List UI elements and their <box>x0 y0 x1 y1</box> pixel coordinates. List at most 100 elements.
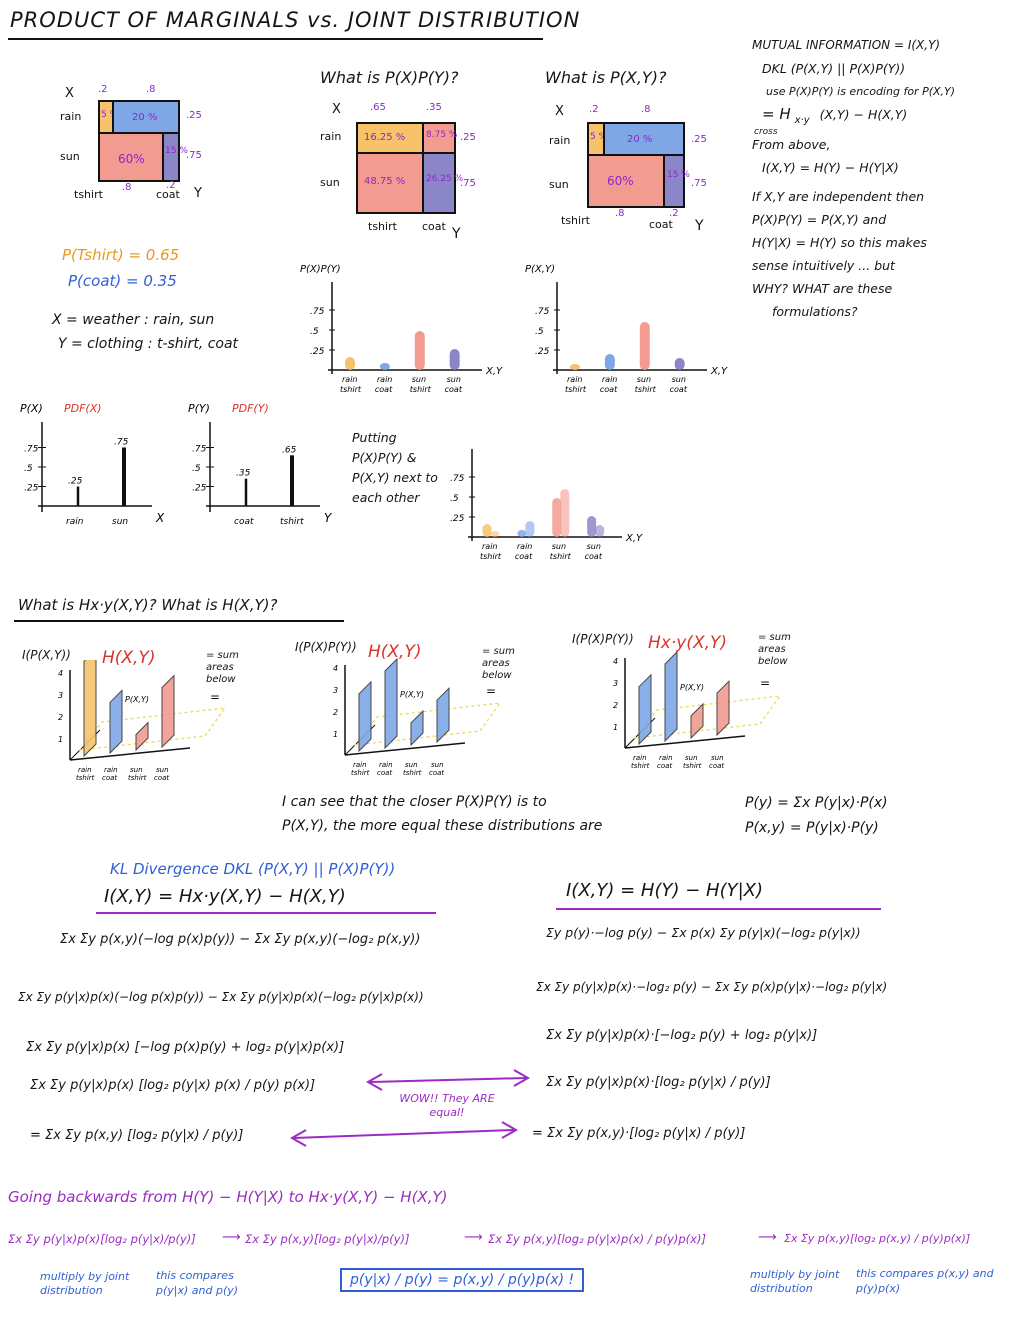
pxpy-category-label: tshirt <box>340 385 362 394</box>
hp1-ytick-label: 1 <box>58 735 63 744</box>
mosaic-2-cell-sun-tshirt: 48.75 % <box>356 152 424 214</box>
mosaic-1-tshirt: tshirt <box>74 188 103 201</box>
both-category-label: sun <box>552 542 566 551</box>
mi-line-11: WHY? WHAT are these <box>752 281 893 296</box>
h-panel-1-title: H(X,Y) <box>102 648 156 668</box>
hp2-base-plane <box>353 702 502 746</box>
py-value-label: .35 <box>236 469 251 479</box>
title-underline <box>8 38 543 40</box>
hp2-category-label: sun <box>431 761 444 769</box>
mi-line-3: use P(X)P(Y) is encoding for P(X,Y) <box>766 85 956 98</box>
right-line-4: Σx Σy p(y|x)p(x)·[log₂ p(y|x) / p(y)] <box>546 1075 771 1090</box>
chart-joint-distribution: P(X,Y).25.5.75raintshirtraincoatsuntshir… <box>525 264 728 394</box>
pxy-bar-0-1 <box>604 354 615 370</box>
hp3-x-axis <box>624 735 746 749</box>
hp3-ytick-label: 1 <box>613 723 618 732</box>
mi-line-2: DKL (P(X,Y) || P(X)P(Y)) <box>762 61 906 76</box>
mosaic-3-top-b: .8 <box>641 104 651 115</box>
mosaic-1-cell-sun-coat: 15 % <box>162 132 188 182</box>
mosaic-3-rain: rain <box>549 134 571 147</box>
hp3-category-label: sun <box>685 754 698 762</box>
hp1-category-label: rain <box>78 766 92 774</box>
section-2-heading: What is Hx·y(X,Y)? What is H(X,Y)? <box>18 596 278 614</box>
both-xlabel: X,Y <box>625 533 643 544</box>
py-title: P(Y) <box>188 402 210 415</box>
px-xlabel: X <box>155 511 165 525</box>
hp2-category-label: tshirt <box>351 769 370 777</box>
hp2-ytick-label: 4 <box>333 664 338 673</box>
hp1-category-label: sun <box>130 766 143 774</box>
both-bar-0-3 <box>587 516 597 537</box>
section-2-underline <box>14 620 344 622</box>
mosaic-1-p-sun: .75 <box>186 150 202 161</box>
mi-line-7: If X,Y are independent then <box>752 189 925 204</box>
pxpy-bar-0-0 <box>345 357 355 370</box>
pxy-category-label: tshirt <box>565 385 587 394</box>
pxpy-ytick-label: .5 <box>310 327 319 337</box>
hp1-category-label: tshirt <box>76 774 95 782</box>
right-line-3: Σx Σy p(y|x)p(x)·[−log₂ p(y) + log₂ p(y|… <box>546 1028 818 1043</box>
py-ytick-label: .75 <box>192 445 207 455</box>
observation-line-1: I can see that the closer P(X)P(Y) is to <box>282 794 547 810</box>
backwards-arrow-3: ⟶ <box>758 1230 777 1245</box>
x-definition: X = weather : rain, sun <box>52 312 215 328</box>
left-line-5: = Σx Σy p(x,y) [log₂ p(y|x) / p(y)] <box>30 1128 244 1143</box>
px-title: P(X) <box>20 402 43 415</box>
py-category-label: coat <box>234 517 254 527</box>
pxpy-category-label: rain <box>342 375 357 384</box>
both-ytick-label: .75 <box>450 474 465 484</box>
hp3-category-label: rain <box>633 754 647 762</box>
mosaic-2-top-b: .35 <box>426 102 442 113</box>
lower-arrow-left-head <box>290 1129 307 1147</box>
mosaic-1-sun: sun <box>60 150 80 163</box>
hp2-pxy-label: P(X,Y) <box>400 690 424 699</box>
px-value-label: .25 <box>68 477 83 487</box>
mosaic-1: X .2 .8 5 % 20 % 60% 15 % rain sun .25 .… <box>60 82 210 202</box>
pxpy-category-label: rain <box>377 375 392 384</box>
hp3-category-label: coat <box>709 762 724 770</box>
pxy-category-label: rain <box>602 375 617 384</box>
chart-p-x: P(X) PDF(X) .25 .5 .75 .25 rain .75 sun X <box>20 402 165 527</box>
pxy-bar-0-0 <box>570 364 580 370</box>
hp2-category-label: sun <box>405 761 418 769</box>
hp1-bar-0 <box>83 660 97 758</box>
mosaic-2-cell-rain-coat: 8.75 % <box>422 122 457 154</box>
upper-arrow-left-head <box>365 1073 383 1091</box>
pxy-category-label: rain <box>567 375 582 384</box>
mosaic-2-x-label: X <box>332 102 341 117</box>
pxy-ytick-label: .25 <box>535 347 550 357</box>
h-panel-2-title: H(X,Y) <box>368 642 422 662</box>
hp1-bar-1 <box>109 689 123 755</box>
mosaic-2-top-a: .65 <box>370 102 386 113</box>
hp1-ytick-label: 2 <box>58 713 63 722</box>
pxy-category-label: sun <box>637 375 651 384</box>
mi-line-4: = H x·y (X,Y) − H(X,Y) cross <box>754 105 908 137</box>
mi-line-10: sense intuitively ... but <box>752 258 895 273</box>
left-line-1: Σx Σy p(x,y)(−log p(x)p(y)) − Σx Σy p(x,… <box>60 932 421 947</box>
left-head-underline <box>96 912 436 914</box>
mosaic-1-rain: rain <box>60 110 82 123</box>
h-panel-3-sum-note: = sum areas below <box>758 632 791 667</box>
both-bar-1-1 <box>525 521 535 537</box>
pxy-category-label: tshirt <box>635 385 657 394</box>
mosaic-2-tshirt: tshirt <box>368 220 397 233</box>
hp3-bar-0 <box>638 673 652 746</box>
hp3-pxy-label: P(X,Y) <box>680 683 704 692</box>
hp3-base-plane <box>633 695 782 739</box>
mosaic-3-cell-rain-coat: 20 % <box>603 122 685 156</box>
h-panel-2-ylabel: I(P(X)P(Y)) <box>295 640 357 654</box>
both-category-label: tshirt <box>480 552 502 561</box>
left-line-3: Σx Σy p(y|x)p(x) [−log p(x)p(y) + log₂ p… <box>26 1040 345 1055</box>
chart-side-by-side: .25.5.75raintshirtraincoatsuntshirtsunco… <box>450 449 643 561</box>
px-category-label: sun <box>112 517 128 527</box>
entropy-panel-3: 4321P(X,Y)raintshirtraincoatsuntshirtsun… <box>613 650 782 770</box>
mosaic-2-coat: coat <box>422 220 446 233</box>
mosaic-3-top-a: .2 <box>589 104 599 115</box>
both-bar-0-1 <box>517 530 527 537</box>
mosaic-1-p-rain: .25 <box>186 110 202 121</box>
entropy-panel-2: 4321P(X,Y)raintshirtraincoatsuntshirtsun… <box>333 657 502 777</box>
pxpy-ytick-label: .25 <box>310 347 325 357</box>
hp2-x-axis <box>344 742 466 756</box>
pxpy-ytick-label: .75 <box>310 307 325 317</box>
mosaic-1-coat: coat <box>156 188 180 201</box>
